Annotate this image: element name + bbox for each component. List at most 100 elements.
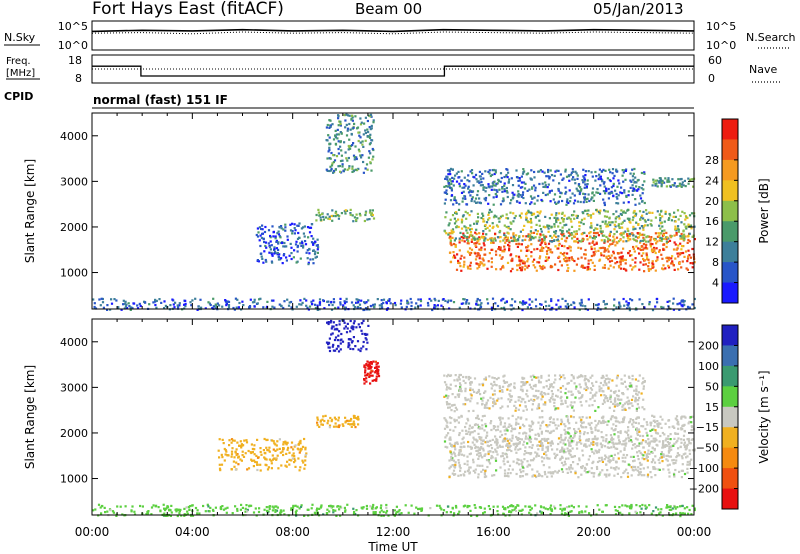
heat-cell [632, 425, 635, 428]
heat-cell [458, 389, 461, 392]
heat-cell [557, 239, 560, 243]
heat-cell [589, 426, 592, 429]
heat-cell [691, 235, 694, 238]
heat-cell [666, 437, 670, 440]
heat-cell [338, 320, 341, 323]
heat-cell [516, 264, 519, 267]
heat-cell [461, 200, 464, 203]
heat-cell [457, 261, 460, 264]
heat-cell [674, 468, 677, 472]
heat-cell [484, 199, 487, 202]
heat-cell [590, 224, 593, 227]
heat-cell [588, 232, 591, 235]
heat-cell [375, 365, 378, 368]
heat-cell [636, 189, 639, 192]
heat-cell [274, 237, 277, 240]
heat-cell [476, 391, 480, 394]
heat-cell [534, 385, 537, 388]
heat-cell [456, 441, 459, 444]
heat-cell [659, 227, 662, 230]
heat-cell [484, 376, 487, 379]
heat-cell [630, 402, 633, 405]
heat-cell [614, 189, 617, 192]
heat-cell [481, 464, 484, 467]
heat-cell [319, 420, 322, 423]
heat-cell [677, 268, 680, 271]
heat-cell [570, 232, 573, 235]
heat-cell [574, 396, 577, 399]
heat-cell [491, 226, 494, 230]
heat-cell [436, 304, 439, 307]
heat-cell [514, 448, 517, 451]
heat-cell [315, 244, 318, 247]
heat-cell [521, 381, 524, 384]
heat-cell [368, 218, 371, 221]
heat-cell [647, 261, 651, 264]
heat-cell [559, 221, 562, 225]
heat-cell [677, 244, 680, 247]
heat-cell [666, 260, 669, 263]
heat-cell [340, 212, 343, 215]
heat-cell [451, 214, 455, 217]
heat-cell [503, 308, 506, 311]
heat-cell [523, 268, 526, 271]
heat-cell [299, 299, 302, 302]
heat-cell [679, 242, 682, 245]
heat-cell [194, 297, 197, 300]
heat-cell [301, 445, 305, 448]
heat-cell [629, 221, 632, 224]
heat-cell [643, 259, 646, 262]
heat-cell [615, 241, 618, 244]
heat-cell [690, 212, 694, 215]
heat-cell [630, 435, 633, 438]
heat-cell [502, 197, 505, 200]
heat-cell [502, 385, 505, 388]
heat-cell [636, 454, 639, 458]
heat-cell [587, 380, 590, 383]
heat-cell [608, 473, 611, 476]
heat-cell [671, 260, 674, 263]
heat-cell [552, 472, 555, 475]
heat-cell [530, 178, 533, 181]
heat-cell [492, 427, 495, 430]
heat-cell [339, 120, 342, 123]
heat-cell [596, 467, 599, 470]
heat-cell [339, 131, 342, 134]
heat-cell [139, 304, 142, 308]
heat-cell [585, 388, 588, 392]
heat-cell [538, 307, 542, 310]
heat-cell [281, 262, 284, 265]
heat-cell [665, 237, 668, 241]
heat-cell [636, 416, 639, 419]
heat-cell [549, 251, 552, 254]
heat-cell [591, 382, 594, 385]
heat-cell [570, 438, 573, 441]
heat-cell [521, 388, 524, 391]
heat-cell [460, 390, 463, 393]
heat-cell [315, 213, 318, 217]
heat-cell [564, 401, 567, 404]
heat-cell [467, 236, 471, 239]
heat-cell [352, 154, 356, 157]
heat-cell [491, 297, 495, 300]
heat-cell [448, 442, 452, 445]
heat-cell [362, 171, 365, 174]
heat-cell [382, 298, 386, 301]
heat-cell [593, 235, 596, 238]
heat-cell [323, 307, 326, 310]
heat-cell [493, 172, 496, 176]
heat-cell [475, 417, 478, 420]
heat-cell [529, 375, 532, 378]
heat-cell [605, 235, 608, 239]
heat-cell [666, 300, 669, 303]
heat-cell [681, 415, 684, 418]
heat-cell [612, 252, 615, 255]
heat-cell [650, 476, 653, 479]
heat-cell [122, 299, 125, 302]
heat-cell [526, 460, 529, 463]
heat-cell [494, 184, 497, 187]
heat-cell [293, 227, 296, 230]
heat-cell [521, 239, 524, 242]
heat-cell [354, 426, 357, 429]
heat-cell [257, 260, 260, 263]
